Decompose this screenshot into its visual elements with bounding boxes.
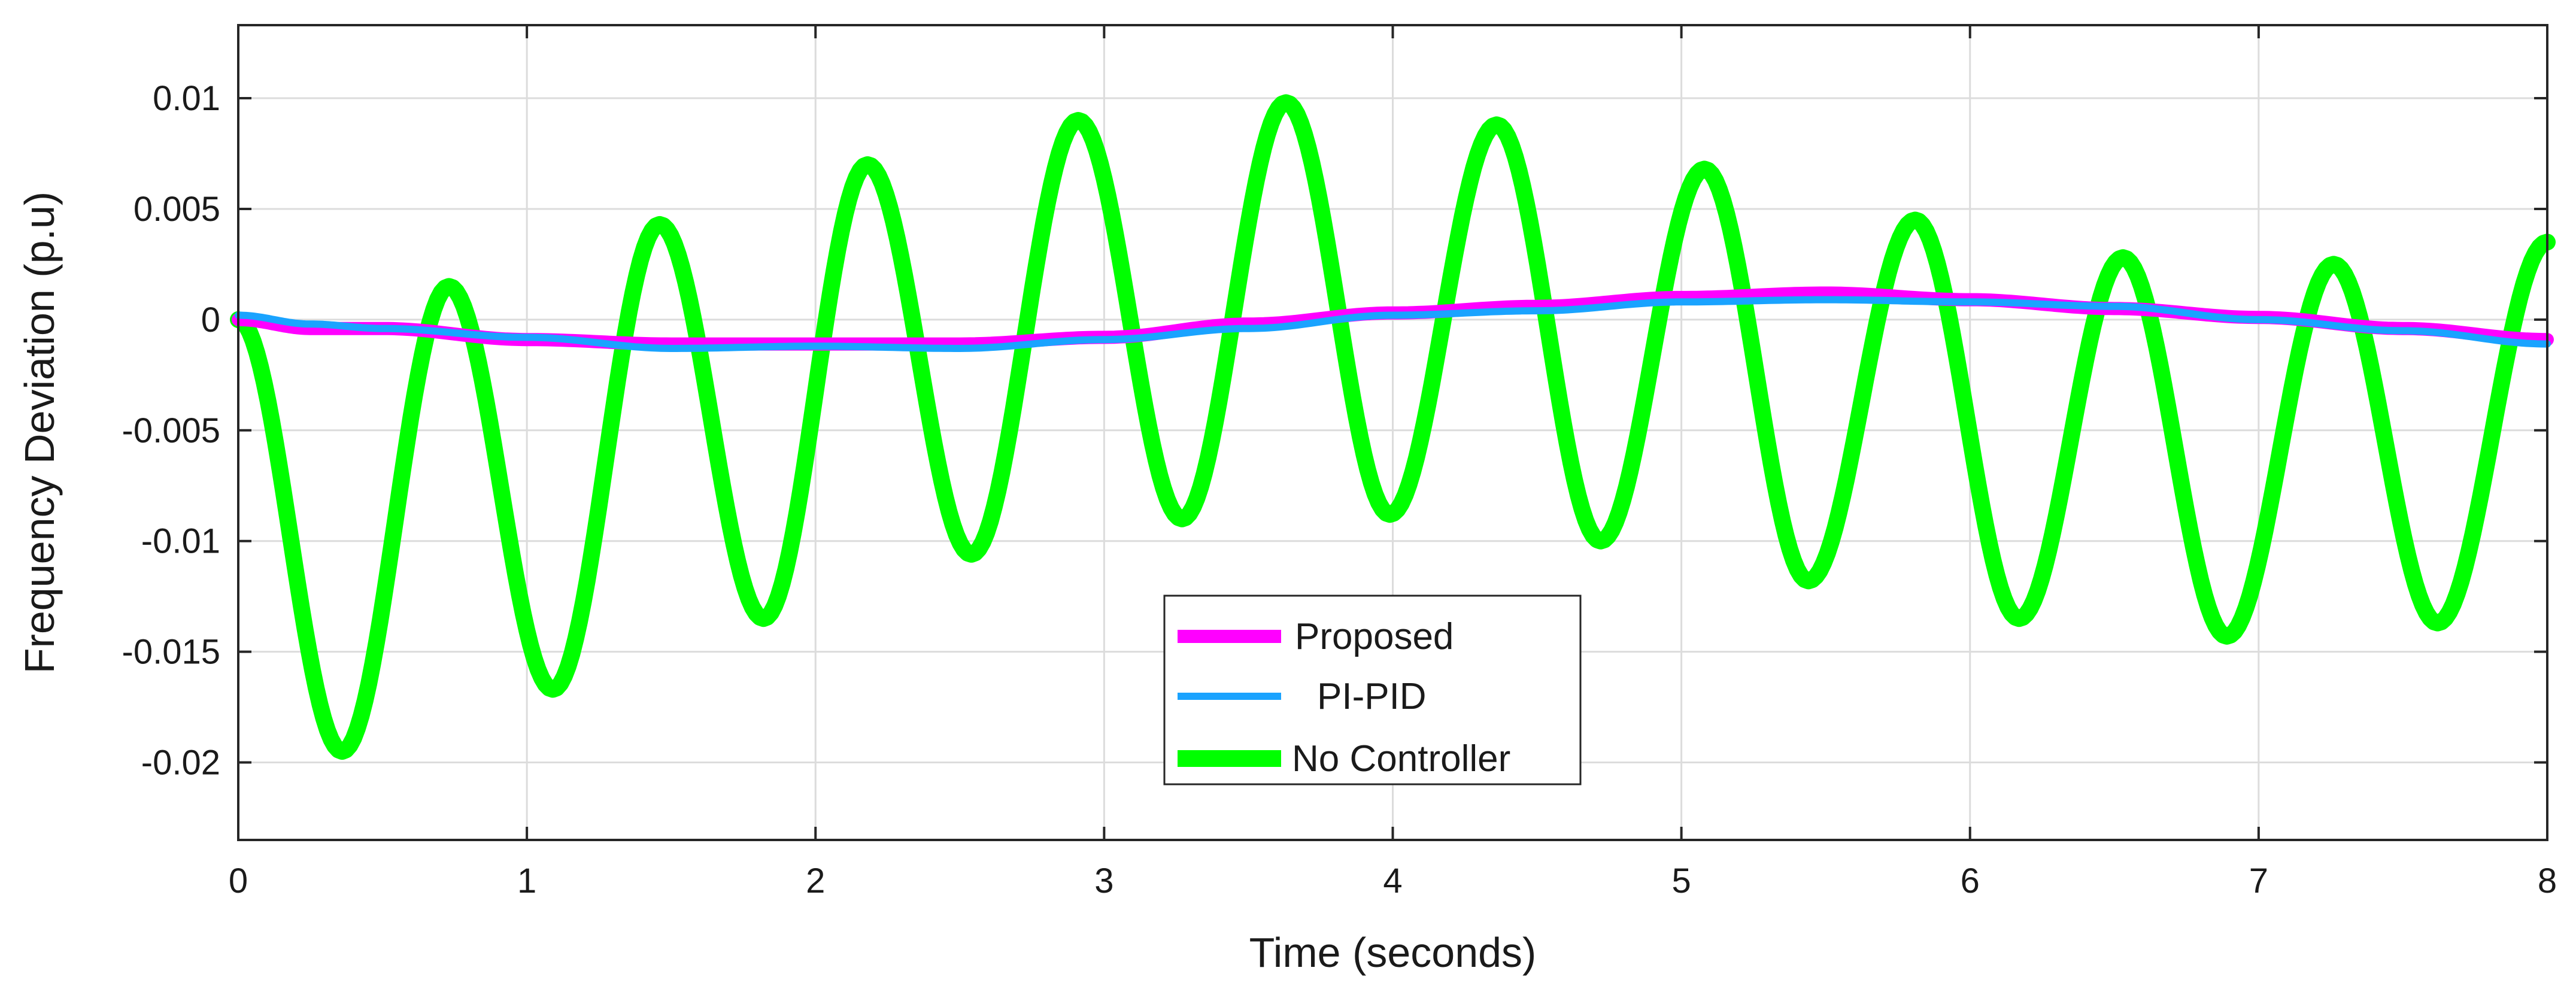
x-tick-label: 7 [2249,862,2268,900]
legend-label: Proposed [1295,616,1454,657]
legend-entries: Proposed PI-PID No Controller [1178,616,1510,779]
y-tick-label: -0.02 [141,744,220,782]
x-tick-label: 4 [1383,862,1402,900]
y-axis-label: Frequency Deviation (p.u) [16,192,63,674]
y-tick-label: -0.015 [122,633,220,672]
series-lines [230,94,2556,760]
x-tick-label: 5 [1671,862,1691,900]
legend-label: No Controller [1292,738,1510,779]
x-tick-label: 1 [517,862,536,900]
y-tick-label: 0.005 [133,190,220,229]
legend: Proposed PI-PID No Controller [1163,594,1582,785]
x-tick-label: 8 [2538,862,2557,900]
x-tick-labels: 0 1 2 3 4 5 6 7 8 [229,862,2557,900]
y-tick-label: -0.005 [122,411,220,450]
series-line-pi-pid [235,296,2551,352]
x-axis-label: Time (seconds) [1249,929,1537,976]
x-tick-label: 2 [806,862,825,900]
y-tick-label: -0.01 [141,522,220,561]
y-tick-labels: 0.01 0.005 0 -0.005 -0.01 -0.015 -0.02 [122,79,220,782]
axes-frame [237,24,2548,841]
y-tick-label: 0 [201,301,220,339]
x-tick-label: 0 [229,862,248,900]
x-tick-label: 6 [1961,862,1980,900]
x-tick-label: 3 [1094,862,1113,900]
y-tick-label: 0.01 [153,79,220,118]
legend-label: PI-PID [1317,676,1427,717]
